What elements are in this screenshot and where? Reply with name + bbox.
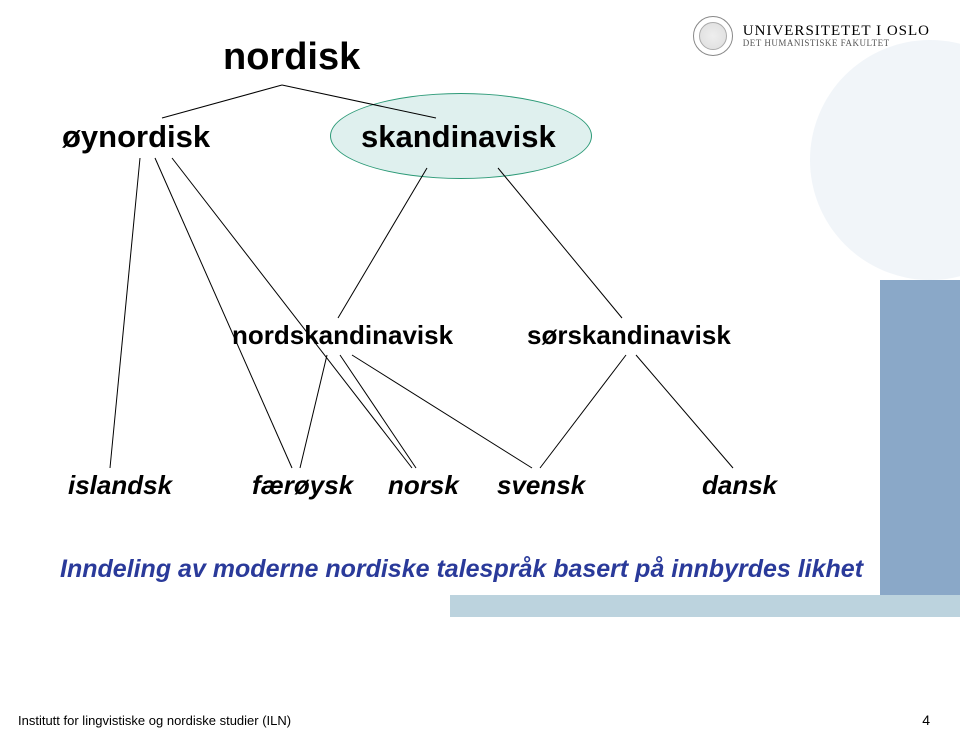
header-title: UNIVERSITETET I OSLO (743, 23, 930, 40)
decor-right-box (880, 280, 960, 610)
slide: UNIVERSITETET I OSLO DET HUMANISTISKE FA… (0, 0, 960, 746)
node-nordisk: nordisk (223, 36, 360, 79)
node-sorskandinavisk: sørskandinavisk (527, 320, 731, 351)
node-oynordisk: øynordisk (62, 119, 210, 155)
seal-inner (699, 22, 727, 50)
node-dansk: dansk (702, 470, 777, 501)
node-norsk: norsk (388, 470, 459, 501)
header: UNIVERSITETET I OSLO DET HUMANISTISKE FA… (693, 16, 930, 56)
header-subtitle: DET HUMANISTISKE FAKULTET (743, 39, 930, 49)
node-islandsk: islandsk (68, 470, 172, 501)
university-seal-icon (693, 16, 733, 56)
node-svensk: svensk (497, 470, 585, 501)
decor-bottom-box (450, 595, 960, 617)
node-faeroysk: færøysk (252, 470, 353, 501)
decor-bg-circle (810, 40, 960, 280)
caption: Inndeling av moderne nordiske talespråk … (60, 555, 863, 584)
page-number: 4 (922, 712, 930, 728)
footer-text: Institutt for lingvistiske og nordiske s… (18, 713, 291, 728)
header-text: UNIVERSITETET I OSLO DET HUMANISTISKE FA… (743, 23, 930, 49)
node-nordskandinavisk: nordskandinavisk (232, 320, 453, 351)
node-skandinavisk: skandinavisk (361, 119, 556, 155)
